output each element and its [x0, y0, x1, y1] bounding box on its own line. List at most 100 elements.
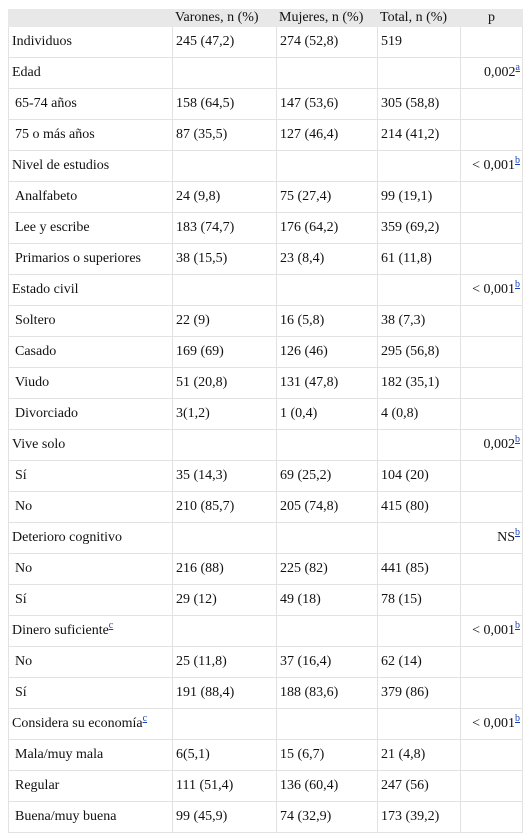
mujeres-cell: 147 (53,6) — [276, 88, 378, 120]
row-label-text: Divorciado — [15, 406, 78, 421]
varones-cell: 51 (20,8) — [172, 367, 277, 399]
footnote-link[interactable]: b — [515, 279, 520, 291]
p-value-cell — [460, 801, 523, 833]
varones-cell: 87 (35,5) — [172, 119, 277, 151]
table-body: Individuos 245 (47,2) 274 (52,8) 519 Edad 0,… — [8, 26, 523, 833]
varones-cell: 169 (69) — [172, 336, 277, 368]
total-cell — [377, 150, 461, 182]
row-label-text: Primarios o superiores — [15, 251, 141, 266]
row-label-text: Sí — [15, 468, 27, 483]
table-row: Estado civil < 0,001b — [8, 274, 523, 306]
total-cell: 21 (4,8) — [377, 739, 461, 771]
row-label: Vive solo — [8, 429, 173, 461]
row-label: Casado — [8, 336, 173, 368]
total-cell: 61 (11,8) — [377, 243, 461, 275]
footnote-link[interactable]: c — [108, 620, 114, 632]
varones-cell: 35 (14,3) — [172, 460, 277, 492]
row-label-text: Casado — [15, 344, 57, 359]
varones-cell: 25 (11,8) — [172, 646, 277, 678]
varones-cell: 111 (51,4) — [172, 770, 277, 802]
table-row: Considera su economíac < 0,001b — [8, 708, 523, 740]
mujeres-cell: 136 (60,4) — [276, 770, 378, 802]
mujeres-cell: 15 (6,7) — [276, 739, 378, 771]
total-cell: 305 (58,8) — [377, 88, 461, 120]
p-value-cell — [460, 460, 523, 492]
p-value-cell: < 0,001b — [460, 274, 523, 306]
row-label-text: Estado civil — [12, 282, 79, 297]
table-row: Mala/muy mala 6(5,1) 15 (6,7) 21 (4,8) — [8, 739, 523, 771]
footnote-link[interactable]: a — [515, 62, 520, 74]
row-label: Nivel de estudios — [8, 150, 173, 182]
total-cell — [377, 708, 461, 740]
total-cell: 214 (41,2) — [377, 119, 461, 151]
row-label: Soltero — [8, 305, 173, 337]
table-row: Sí 35 (14,3) 69 (25,2) 104 (20) — [8, 460, 523, 492]
p-value-cell — [460, 739, 523, 771]
row-label-text: Regular — [15, 778, 60, 793]
mujeres-cell — [276, 429, 378, 461]
row-label: No — [8, 491, 173, 523]
table-header-row: Varones, n (%) Mujeres, n (%) Total, n (… — [8, 9, 523, 27]
varones-cell: 6(5,1) — [172, 739, 277, 771]
mujeres-cell: 49 (18) — [276, 584, 378, 616]
p-value-cell — [460, 26, 523, 58]
row-label: Mala/muy mala — [8, 739, 173, 771]
footnote-link[interactable]: b — [515, 713, 520, 725]
row-label-text: Lee y escribe — [15, 220, 90, 235]
varones-cell: 99 (45,9) — [172, 801, 277, 833]
row-label: Sí — [8, 460, 173, 492]
total-cell: 295 (56,8) — [377, 336, 461, 368]
mujeres-cell: 127 (46,4) — [276, 119, 378, 151]
mujeres-cell: 37 (16,4) — [276, 646, 378, 678]
table-row: Edad 0,002a — [8, 57, 523, 89]
table-row: Deterioro cognitivo NSb — [8, 522, 523, 554]
row-label: Edad — [8, 57, 173, 89]
p-value-cell: < 0,001b — [460, 615, 523, 647]
mujeres-cell: 1 (0,4) — [276, 398, 378, 430]
row-label-text: Soltero — [15, 313, 56, 328]
p-value-cell — [460, 119, 523, 151]
row-label: No — [8, 553, 173, 585]
footnote-link[interactable]: b — [515, 620, 520, 632]
mujeres-cell — [276, 57, 378, 89]
total-cell — [377, 522, 461, 554]
mujeres-cell — [276, 522, 378, 554]
header-mujeres: Mujeres, n (%) — [276, 9, 378, 27]
table-row: Regular 111 (51,4) 136 (60,4) 247 (56) — [8, 770, 523, 802]
header-total: Total, n (%) — [377, 9, 461, 27]
row-label: Buena/muy buena — [8, 801, 173, 833]
row-label: Analfabeto — [8, 181, 173, 213]
row-label-text: No — [15, 561, 33, 576]
varones-cell: 158 (64,5) — [172, 88, 277, 120]
table-row: Sí 29 (12) 49 (18) 78 (15) — [8, 584, 523, 616]
p-value-cell — [460, 646, 523, 678]
footnote-link[interactable]: b — [515, 527, 520, 539]
footnote-link[interactable]: b — [515, 155, 520, 167]
table-row: Primarios o superiores 38 (15,5) 23 (8,4) 6… — [8, 243, 523, 275]
table-row: No 25 (11,8) 37 (16,4) 62 (14) — [8, 646, 523, 678]
varones-cell — [172, 150, 277, 182]
footnote-link[interactable]: b — [515, 434, 520, 446]
footnote-link[interactable]: c — [142, 713, 148, 725]
row-label: Lee y escribe — [8, 212, 173, 244]
mujeres-cell — [276, 274, 378, 306]
mujeres-cell: 23 (8,4) — [276, 243, 378, 275]
varones-cell: 183 (74,7) — [172, 212, 277, 244]
p-value-cell — [460, 336, 523, 368]
varones-cell — [172, 708, 277, 740]
row-label-text: Individuos — [12, 34, 72, 49]
row-label-text: No — [15, 499, 33, 514]
row-label: Viudo — [8, 367, 173, 399]
varones-cell — [172, 522, 277, 554]
p-value-cell — [460, 243, 523, 275]
varones-cell: 3(1,2) — [172, 398, 277, 430]
varones-cell: 210 (85,7) — [172, 491, 277, 523]
row-label-text: Nivel de estudios — [12, 158, 110, 173]
table-row: Dinero suficientec < 0,001b — [8, 615, 523, 647]
row-label: No — [8, 646, 173, 678]
mujeres-cell — [276, 615, 378, 647]
p-value-text: < 0,001 — [472, 282, 515, 297]
header-label-column — [8, 9, 173, 27]
p-value-cell — [460, 88, 523, 120]
mujeres-cell — [276, 708, 378, 740]
